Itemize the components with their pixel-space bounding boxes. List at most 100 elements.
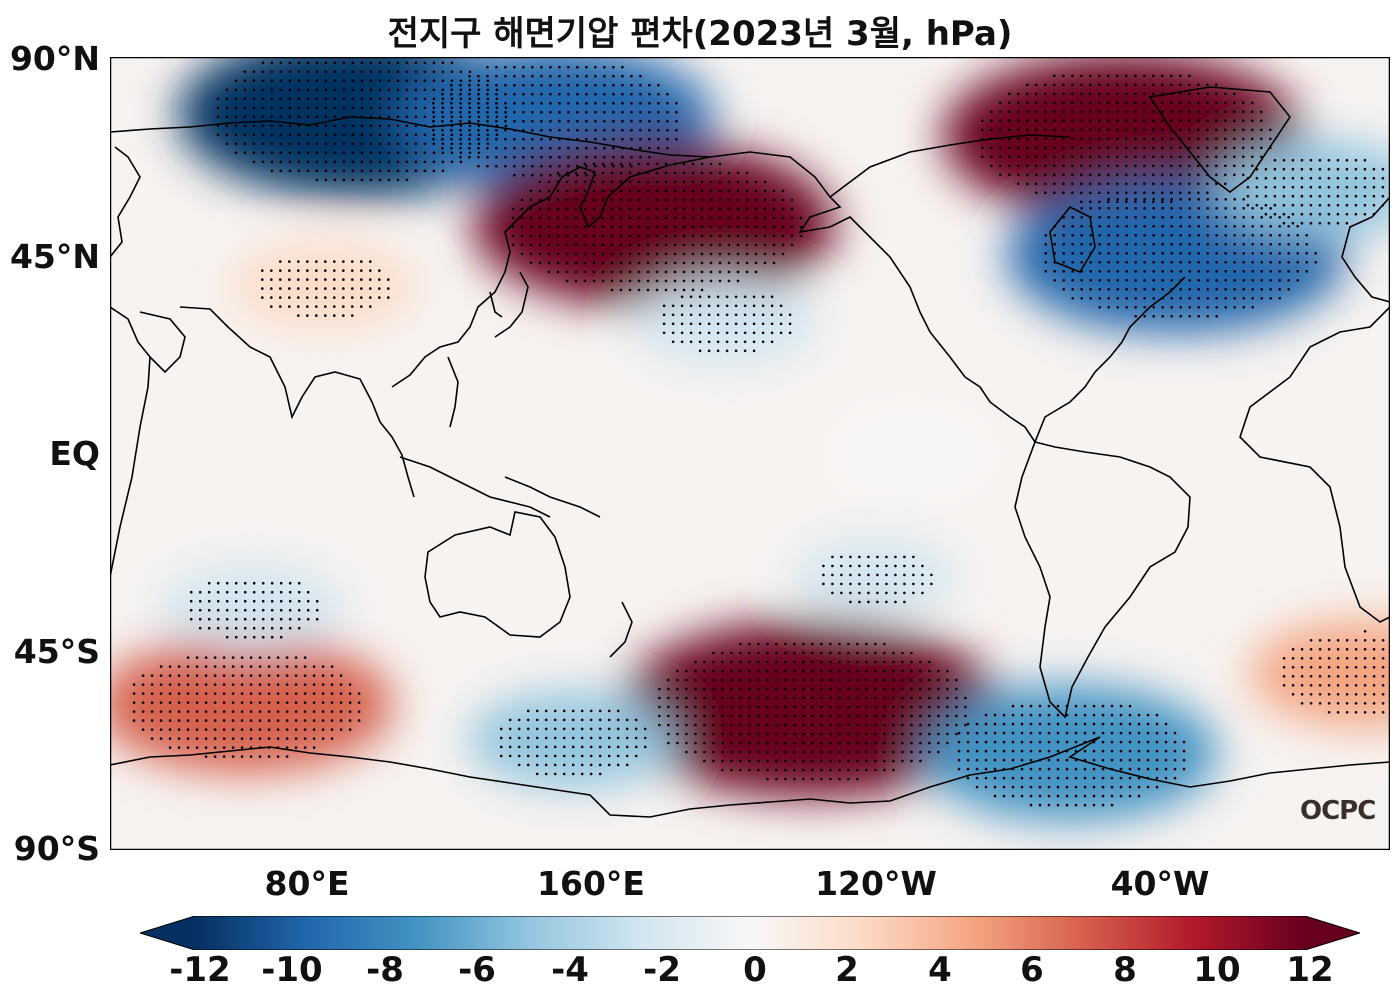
- stipple-dot: [1188, 216, 1191, 219]
- stipple-dot: [919, 732, 922, 736]
- stipple-dot: [612, 83, 615, 87]
- stipple-dot: [625, 745, 629, 749]
- stipple-dot: [1206, 225, 1209, 228]
- stipple-dot: [441, 128, 444, 132]
- stipple-dot: [1074, 794, 1078, 798]
- stipple-dot: [655, 225, 659, 229]
- stipple-dot: [1215, 297, 1218, 300]
- stipple-dot: [396, 160, 400, 164]
- stipple-dot: [1119, 731, 1123, 735]
- stipple-dot: [1269, 252, 1272, 255]
- stipple-dot: [901, 651, 904, 655]
- stipple-dot: [574, 261, 578, 265]
- stipple-dot: [1296, 234, 1299, 237]
- stipple-dot: [646, 225, 650, 229]
- stipple-dot: [535, 727, 539, 731]
- stipple-dot: [216, 626, 220, 630]
- stipple-dot: [567, 65, 570, 69]
- stipple-dot: [847, 660, 850, 664]
- stipple-dot: [477, 133, 481, 137]
- stipple-dot: [1047, 758, 1051, 762]
- stipple-dot: [1278, 288, 1281, 291]
- stipple-dot: [757, 651, 760, 655]
- stipple-dot: [691, 261, 695, 265]
- coastlines: [110, 86, 1390, 818]
- stipple-dot: [1179, 119, 1182, 123]
- stipple-dot: [1300, 158, 1304, 162]
- stipple-dot: [736, 261, 740, 265]
- stipple-dot: [459, 142, 463, 146]
- stipple-dot: [1188, 74, 1191, 78]
- stipple-dot: [378, 61, 382, 65]
- stipple-dot: [342, 88, 346, 92]
- stipple-dot: [1080, 261, 1083, 264]
- stipple-dot: [499, 736, 503, 740]
- stipple-dot: [1260, 234, 1263, 237]
- stipple-dot: [231, 710, 235, 713]
- stipple-dot: [225, 581, 229, 585]
- stipple-dot: [513, 137, 516, 141]
- stipple-dot: [667, 723, 670, 727]
- stipple-dot: [598, 754, 602, 758]
- stipple-dot: [216, 124, 220, 128]
- stipple-dot: [680, 313, 684, 317]
- stipple-dot: [549, 119, 552, 123]
- stipple-dot: [1363, 194, 1367, 198]
- stipple-dot: [342, 70, 346, 74]
- stipple-dot: [1372, 648, 1376, 651]
- stipple-dot: [1363, 648, 1367, 651]
- stipple-dot: [1372, 657, 1376, 660]
- stipple-dot: [468, 110, 471, 114]
- stipple-dot: [159, 665, 163, 668]
- stipple-dot: [784, 750, 787, 754]
- stipple-dot: [691, 171, 695, 175]
- stipple-dot: [775, 705, 778, 709]
- stipple-dot: [730, 723, 733, 727]
- stipple-dot: [495, 119, 498, 123]
- stipple-dot: [556, 243, 560, 247]
- stipple-dot: [725, 331, 729, 335]
- stipple-dot: [664, 243, 668, 247]
- stipple-dot: [664, 171, 668, 175]
- stipple-dot: [297, 314, 300, 317]
- stipple-dot: [1098, 119, 1101, 123]
- stipple-dot: [234, 581, 238, 585]
- stipple-dot: [594, 155, 597, 159]
- stipple-dot: [258, 737, 262, 740]
- stipple-dot: [694, 732, 697, 736]
- stipple-dot: [1125, 182, 1128, 186]
- stipple-dot: [1206, 216, 1209, 219]
- stipple-dot: [288, 287, 291, 290]
- stipple-dot: [477, 115, 481, 119]
- stipple-dot: [1224, 110, 1227, 114]
- stipple-dot: [680, 331, 684, 335]
- stipple-dot: [1242, 216, 1245, 219]
- stipple-dot: [495, 88, 499, 92]
- stipple-dot: [369, 160, 373, 164]
- stipple-dot: [459, 70, 463, 74]
- stipple-dot: [222, 755, 226, 758]
- stipple-dot: [757, 705, 760, 709]
- stipple-dot: [1354, 666, 1358, 669]
- stipple-dot: [288, 260, 291, 263]
- stipple-dot: [928, 723, 931, 727]
- stipple-dot: [1092, 794, 1096, 798]
- stipple-dot: [517, 754, 521, 758]
- stipple-dot: [840, 591, 843, 595]
- stipple-dot: [840, 582, 843, 586]
- stipple-dot: [716, 304, 720, 308]
- stipple-dot: [763, 243, 767, 247]
- stipple-dot: [646, 207, 650, 211]
- stipple-dot: [432, 142, 436, 146]
- stipple-dot: [486, 142, 490, 146]
- stipple-dot: [625, 736, 629, 740]
- stipple-dot: [1089, 270, 1092, 273]
- stipple-dot: [132, 719, 136, 722]
- stipple-dot: [901, 732, 904, 736]
- stipple-dot: [132, 710, 136, 713]
- stipple-dot: [1197, 83, 1200, 87]
- stipple-dot: [520, 252, 524, 256]
- stipple-dot: [279, 169, 283, 173]
- stipple-dot: [1255, 203, 1259, 207]
- stipple-dot: [603, 155, 606, 159]
